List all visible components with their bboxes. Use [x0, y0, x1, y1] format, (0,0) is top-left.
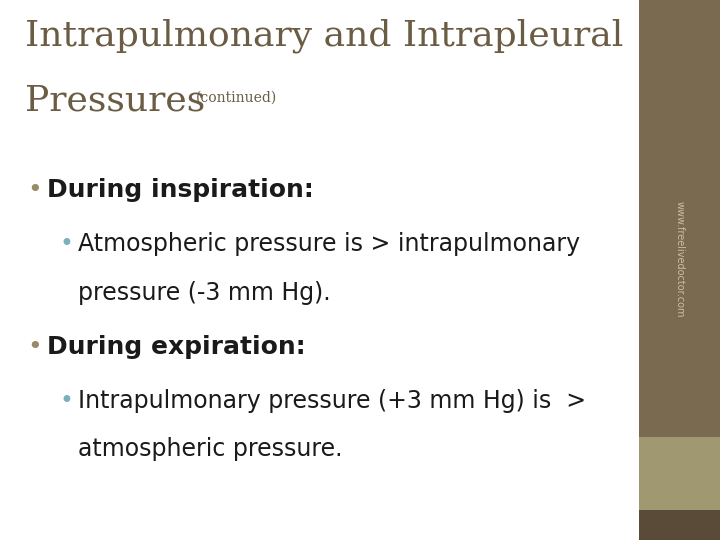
Text: Intrapulmonary and Intrapleural: Intrapulmonary and Intrapleural [25, 19, 624, 53]
Text: (continued): (continued) [196, 90, 277, 104]
Bar [639, 510, 720, 540]
Text: During expiration:: During expiration: [47, 335, 305, 359]
Text: During inspiration:: During inspiration: [47, 178, 313, 202]
Bar [639, 0, 720, 437]
Text: Atmospheric pressure is > intrapulmonary: Atmospheric pressure is > intrapulmonary [78, 232, 580, 256]
Text: pressure (-3 mm Hg).: pressure (-3 mm Hg). [78, 281, 330, 305]
Text: Pressures: Pressures [25, 84, 205, 118]
Text: •: • [59, 232, 73, 256]
Text: •: • [27, 178, 42, 202]
Text: Intrapulmonary pressure (+3 mm Hg) is  >: Intrapulmonary pressure (+3 mm Hg) is > [78, 389, 586, 413]
Text: •: • [27, 335, 42, 359]
Text: •: • [59, 389, 73, 413]
Bar [639, 437, 720, 510]
Text: atmospheric pressure.: atmospheric pressure. [78, 437, 342, 461]
Text: www.freelivedoctor.com: www.freelivedoctor.com [675, 201, 685, 318]
